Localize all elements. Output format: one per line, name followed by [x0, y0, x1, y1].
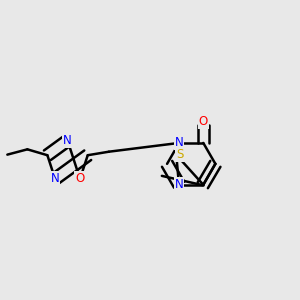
Text: N: N [63, 134, 72, 147]
Text: O: O [75, 172, 85, 185]
Text: S: S [176, 148, 184, 161]
Text: N: N [175, 178, 184, 191]
Text: O: O [199, 115, 208, 128]
Text: N: N [175, 136, 184, 149]
Text: N: N [51, 172, 59, 185]
